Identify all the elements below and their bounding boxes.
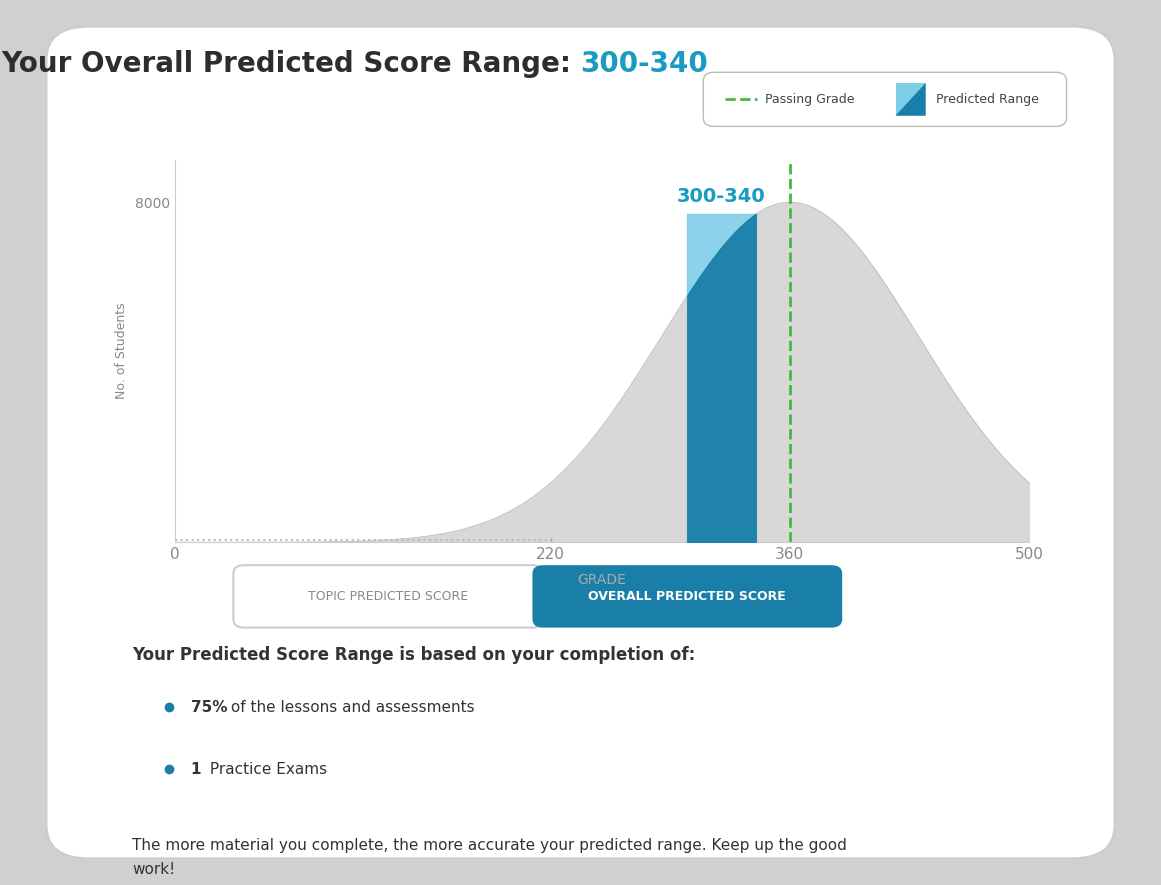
Text: OVERALL PREDICTED SCORE: OVERALL PREDICTED SCORE (589, 590, 786, 603)
X-axis label: GRADE: GRADE (577, 573, 626, 588)
Text: Passing Grade: Passing Grade (765, 93, 854, 106)
FancyBboxPatch shape (704, 73, 1067, 127)
Text: Your Predicted Score Range is based on your completion of:: Your Predicted Score Range is based on y… (132, 646, 695, 665)
FancyBboxPatch shape (533, 566, 842, 627)
Text: The more material you complete, the more accurate your predicted range. Keep up : The more material you complete, the more… (132, 837, 846, 877)
Text: of the lessons and assessments: of the lessons and assessments (226, 699, 475, 714)
FancyBboxPatch shape (46, 27, 1115, 858)
Text: 75%: 75% (190, 699, 228, 714)
Text: 1: 1 (190, 762, 201, 777)
Y-axis label: No. of Students: No. of Students (115, 303, 128, 399)
FancyBboxPatch shape (233, 566, 543, 627)
Text: 300-340: 300-340 (580, 50, 708, 78)
FancyBboxPatch shape (895, 83, 925, 116)
Text: Practice Exams: Practice Exams (204, 762, 326, 777)
Text: TOPIC PREDICTED SCORE: TOPIC PREDICTED SCORE (308, 590, 468, 603)
Polygon shape (895, 83, 925, 116)
Text: 300-340: 300-340 (677, 187, 766, 205)
Text: Predicted Range: Predicted Range (936, 93, 1039, 106)
Text: Your Overall Predicted Score Range:: Your Overall Predicted Score Range: (1, 50, 580, 78)
